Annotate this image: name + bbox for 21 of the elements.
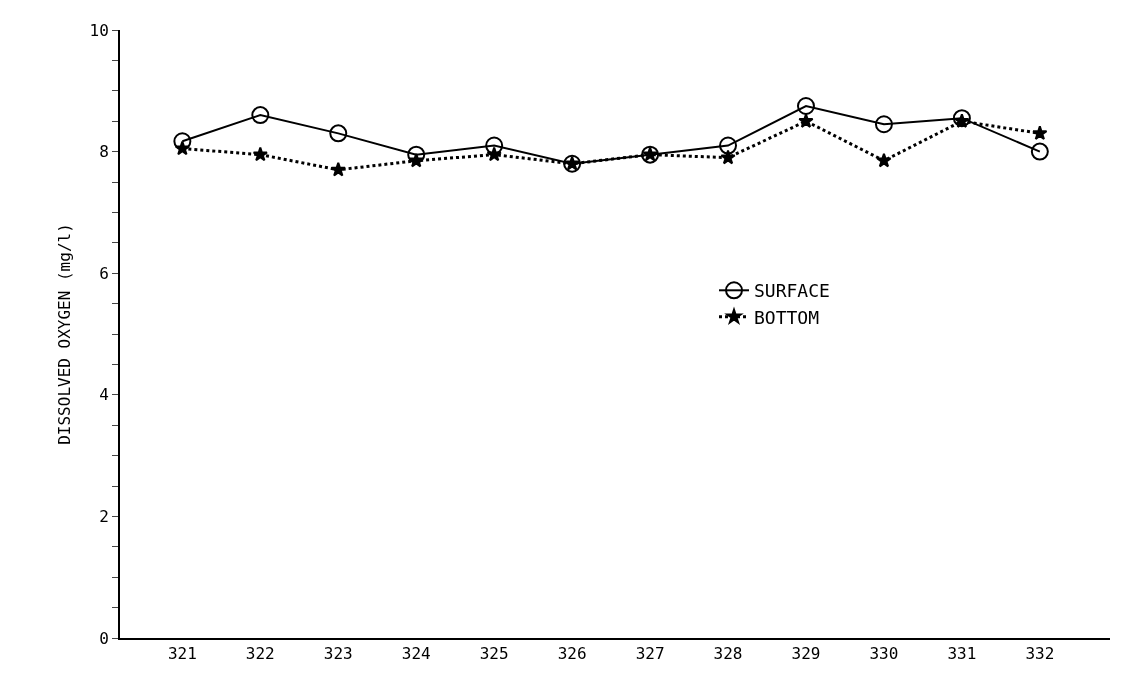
x-tick-label: 329 bbox=[791, 644, 821, 664]
x-tick-label: 325 bbox=[479, 644, 509, 664]
y-tick-label: 6 bbox=[99, 263, 109, 283]
y-tick-label: 4 bbox=[99, 385, 109, 405]
x-tick-label: 321 bbox=[167, 644, 197, 664]
y-tick-label: 0 bbox=[99, 628, 109, 648]
y-tick-label: 2 bbox=[99, 507, 109, 526]
legend-label: SURFACE bbox=[754, 280, 830, 302]
y-tick-label: 10 bbox=[89, 20, 109, 40]
legend-label: BOTTOM bbox=[754, 306, 820, 328]
x-tick-label: 322 bbox=[245, 644, 275, 664]
x-tick-label: 330 bbox=[869, 644, 899, 664]
x-tick-label: 324 bbox=[401, 644, 431, 664]
x-tick-label: 327 bbox=[635, 644, 665, 664]
x-tick-label: 331 bbox=[947, 644, 977, 664]
x-tick-label: 328 bbox=[713, 644, 743, 664]
y-axis-title: DISSOLVED OXYGEN (mg/l) bbox=[54, 223, 74, 445]
x-tick-label: 326 bbox=[557, 644, 587, 664]
y-tick-label: 8 bbox=[99, 142, 109, 162]
x-tick-label: 323 bbox=[323, 644, 353, 664]
x-tick-label: 332 bbox=[1025, 644, 1055, 664]
